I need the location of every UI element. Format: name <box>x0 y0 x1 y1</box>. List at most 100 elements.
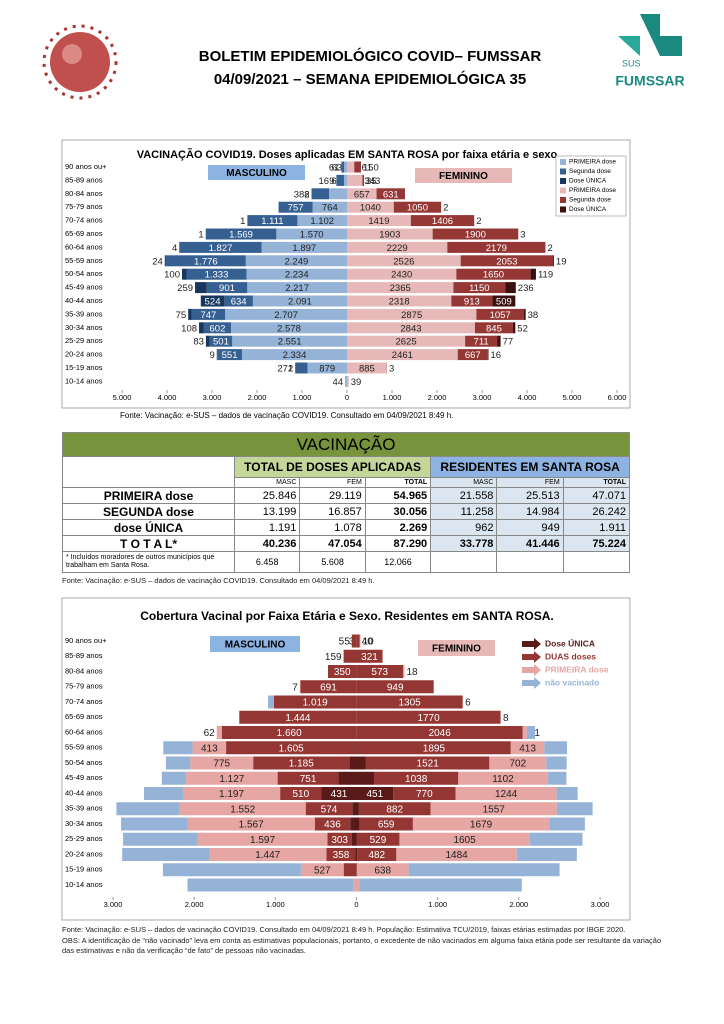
value-label: 108 <box>181 323 197 334</box>
category-label: 50-54 anos <box>65 269 103 278</box>
value-label: 10 <box>363 637 375 648</box>
table-cell <box>562 551 631 573</box>
bar <box>351 832 357 846</box>
bar <box>355 848 357 861</box>
bar <box>300 680 357 694</box>
bar <box>456 268 531 280</box>
x-tick-label: 1.000 <box>428 900 447 909</box>
bar <box>347 215 411 227</box>
value-label: 9 <box>209 350 214 361</box>
bar <box>295 362 308 374</box>
bar <box>399 832 530 846</box>
value-label: 1.333 <box>205 270 229 281</box>
category-label: 40-44 anos <box>65 788 103 797</box>
bar <box>347 308 477 320</box>
x-tick-label: 0 <box>345 393 349 402</box>
value-label: 691 <box>320 682 337 693</box>
x-tick-label: 3.000 <box>104 900 123 909</box>
value-label: 775 <box>213 759 230 770</box>
bar <box>221 726 357 739</box>
value-label: 659 <box>378 820 395 831</box>
legend-swatch <box>560 168 566 175</box>
bar <box>276 228 347 240</box>
value-label: 1.019 <box>303 698 328 709</box>
bar <box>329 188 347 200</box>
bar <box>516 848 577 861</box>
value-label: 1050 <box>407 203 428 214</box>
value-label: 657 <box>354 189 370 200</box>
value-label: 6 <box>465 698 471 709</box>
legend-label: Dose ÚNICA <box>545 637 595 648</box>
bar <box>356 848 358 861</box>
bar <box>474 322 513 334</box>
x-tick-label: 0 <box>354 900 358 909</box>
bar <box>354 161 361 173</box>
value-label: 2.707 <box>274 310 298 321</box>
bar <box>341 161 345 173</box>
table-cell: 25.513 <box>496 487 564 504</box>
chart-title: VACINAÇÃO COVID19. Doses aplicadas EM SA… <box>137 148 558 161</box>
value-label: 845 <box>486 323 502 334</box>
bar <box>430 802 557 816</box>
bar <box>247 215 298 227</box>
footnote: Fonte: Vacinação: e-SUS – dados de vacin… <box>62 925 626 934</box>
bar <box>195 282 207 294</box>
value-label: 1900 <box>465 230 486 241</box>
legend-swatch <box>560 159 566 165</box>
panel <box>61 597 631 921</box>
bar <box>191 308 226 320</box>
bar <box>356 787 394 800</box>
value-label: 901 <box>219 283 235 294</box>
value-label: 1040 <box>360 203 381 214</box>
table-row: TOTAL DE DOSES APLICADAS RESIDENTES EM SA… <box>62 456 630 478</box>
value-label: 2053 <box>496 256 517 267</box>
bar <box>199 322 204 334</box>
x-tick-label: 4.000 <box>518 393 537 402</box>
legend-swatch <box>560 187 566 194</box>
x-tick-label: 2.000 <box>509 900 528 909</box>
bar <box>164 255 166 267</box>
table-cell: 21.558 <box>430 487 498 504</box>
bar <box>356 802 359 816</box>
bar <box>179 802 306 816</box>
bar <box>187 878 354 892</box>
table-cell: 54.965 <box>364 487 432 504</box>
value-label: 551 <box>222 350 238 361</box>
panel <box>61 139 631 409</box>
table-cell <box>496 551 564 573</box>
bar <box>314 817 351 831</box>
category-label: 55-59 anos <box>65 743 103 752</box>
value-label: 1521 <box>417 759 440 770</box>
table-cell: 6.458 <box>233 551 301 573</box>
bar <box>455 787 557 800</box>
legend-label: PRIMEIRA dose <box>569 187 616 194</box>
bar <box>161 771 187 785</box>
x-tick-label: 4.000 <box>158 393 177 402</box>
bar <box>356 863 409 877</box>
bar <box>544 741 568 755</box>
value-label: 1102 <box>492 774 514 785</box>
category-label: 30-34 anos <box>65 819 103 828</box>
table-cell: 1.911 <box>562 519 631 536</box>
bar <box>252 295 347 307</box>
bar <box>362 174 365 186</box>
bar <box>312 201 347 213</box>
bar <box>179 241 262 253</box>
legend-arrow <box>522 638 541 650</box>
bar <box>182 787 281 800</box>
category-label: 75-79 anos <box>65 202 103 211</box>
legend-arrow <box>522 664 541 676</box>
table-cell: 29.119 <box>299 487 366 504</box>
bar <box>297 215 347 227</box>
x-tick-label: 5.000 <box>563 393 582 402</box>
table-cell: 12.066 <box>364 551 432 573</box>
value-label: 169 <box>319 176 335 187</box>
group-label: FEMININO <box>432 644 481 655</box>
table-row: PRIMEIRA dose 25.846 29.119 54.965 21.558 25.… <box>62 487 631 504</box>
value-label: 913 <box>464 297 480 308</box>
logo: SUS FUMSSAR <box>615 14 685 89</box>
table-cell <box>62 456 235 478</box>
bar <box>347 241 448 253</box>
bar <box>343 863 357 877</box>
bar <box>523 308 526 320</box>
